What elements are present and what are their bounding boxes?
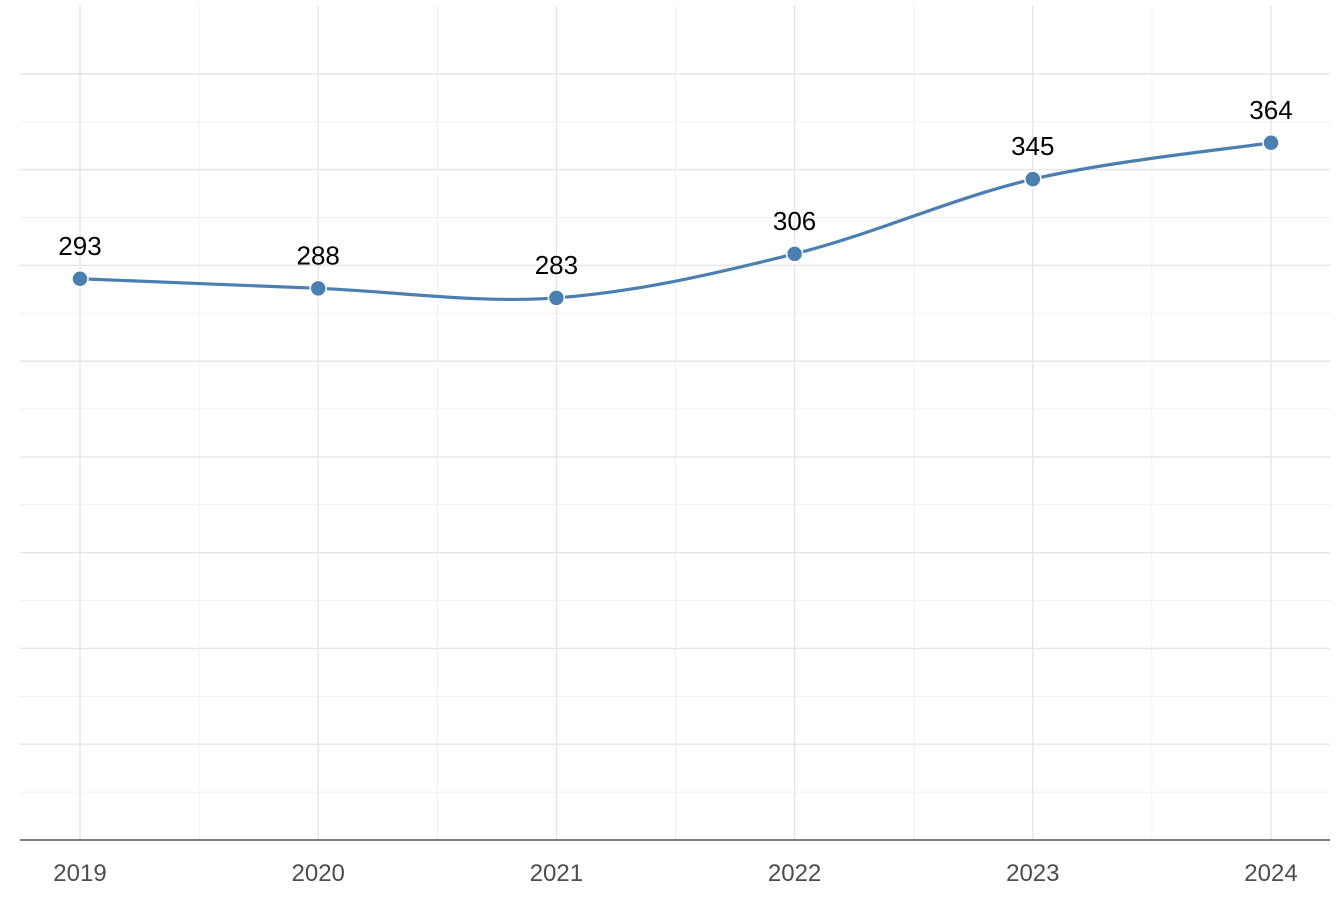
data-point-2022 [785,245,804,263]
data-label-2024: 364 [1249,95,1292,125]
data-point-2023 [1024,170,1042,188]
gridlines [20,5,1330,840]
data-label-2022: 306 [773,206,816,236]
data-label-2020: 288 [297,240,340,270]
series-group: 293 288 283 306 345 364 [58,95,1293,307]
series-line [78,141,1273,302]
data-point-2024 [1262,134,1280,152]
data-label-2019: 293 [58,231,101,261]
data-point-2021 [547,289,566,307]
data-label-2021: 283 [535,250,578,280]
x-tick-label-2019: 2019 [53,860,106,887]
x-tick-label-2020: 2020 [292,860,345,887]
data-point-2019 [71,270,89,288]
x-tick-label-2022: 2022 [768,860,821,887]
x-tick-labels: 2019 2020 2021 2022 2023 2024 [53,860,1297,887]
x-tick-label-2024: 2024 [1244,860,1297,887]
data-point-2020 [309,279,327,298]
data-label-2023: 345 [1011,131,1054,161]
x-tick-label-2023: 2023 [1006,860,1059,887]
x-tick-label-2021: 2021 [530,860,583,887]
